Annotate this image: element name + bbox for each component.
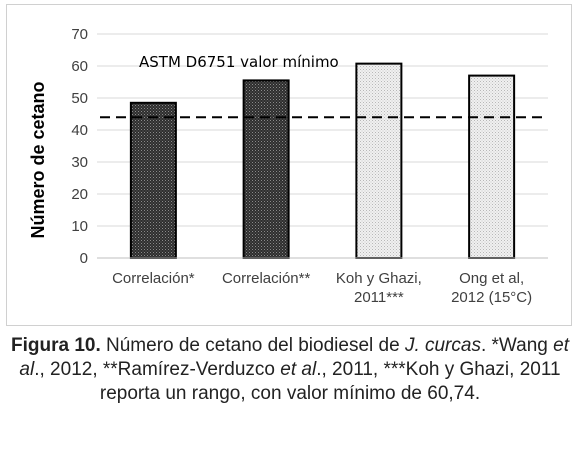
caption-species: J. curcas <box>404 335 481 356</box>
x-tick-label: Ong et al, <box>459 270 524 287</box>
chart-frame <box>6 4 572 326</box>
y-tick-label: 0 <box>80 250 88 267</box>
y-tick-label: 40 <box>71 122 88 139</box>
caption-etal-1: et al <box>19 335 569 380</box>
y-tick-label: 60 <box>71 58 88 75</box>
caption-text-1: Número de cetano del biodiesel de <box>100 335 405 356</box>
y-tick-label: 70 <box>71 26 88 43</box>
caption-label: Figura 10. <box>10 335 101 356</box>
bar <box>129 101 177 259</box>
figure-caption: Figura 10. Número de cetano del biodiese… <box>0 334 580 406</box>
caption-text-2: . *Wang <box>480 335 554 356</box>
y-tick-label: 10 <box>71 218 88 235</box>
x-tick-label: 2011*** <box>354 289 404 306</box>
bar <box>468 74 516 259</box>
x-tick-label: 2012 (15°C) <box>451 289 532 306</box>
bar <box>355 62 403 259</box>
bar <box>242 79 290 260</box>
x-tick-label: Koh y Ghazi, <box>336 270 422 287</box>
y-tick-label: 50 <box>71 90 88 107</box>
y-tick-label: 30 <box>71 154 88 171</box>
y-tick-label: 20 <box>71 186 88 203</box>
x-tick-label: Correlación** <box>222 270 311 287</box>
caption-text-4: ., 2011, ***Koh y Ghazi, 2011 reporta un… <box>99 359 561 404</box>
y-axis-label: Número de cetano <box>28 81 48 238</box>
reference-line-label: ASTM D6751 valor mínimo <box>139 53 339 71</box>
x-tick-label: Correlación* <box>112 270 195 287</box>
bar-chart: ASTM D6751 valor mínimo 0 10 20 30 40 50 60 70 C… <box>28 26 548 306</box>
caption-etal-2: et al <box>280 359 317 380</box>
caption-text-3: ., 2012, **Ramírez-Verduzco <box>34 359 281 380</box>
